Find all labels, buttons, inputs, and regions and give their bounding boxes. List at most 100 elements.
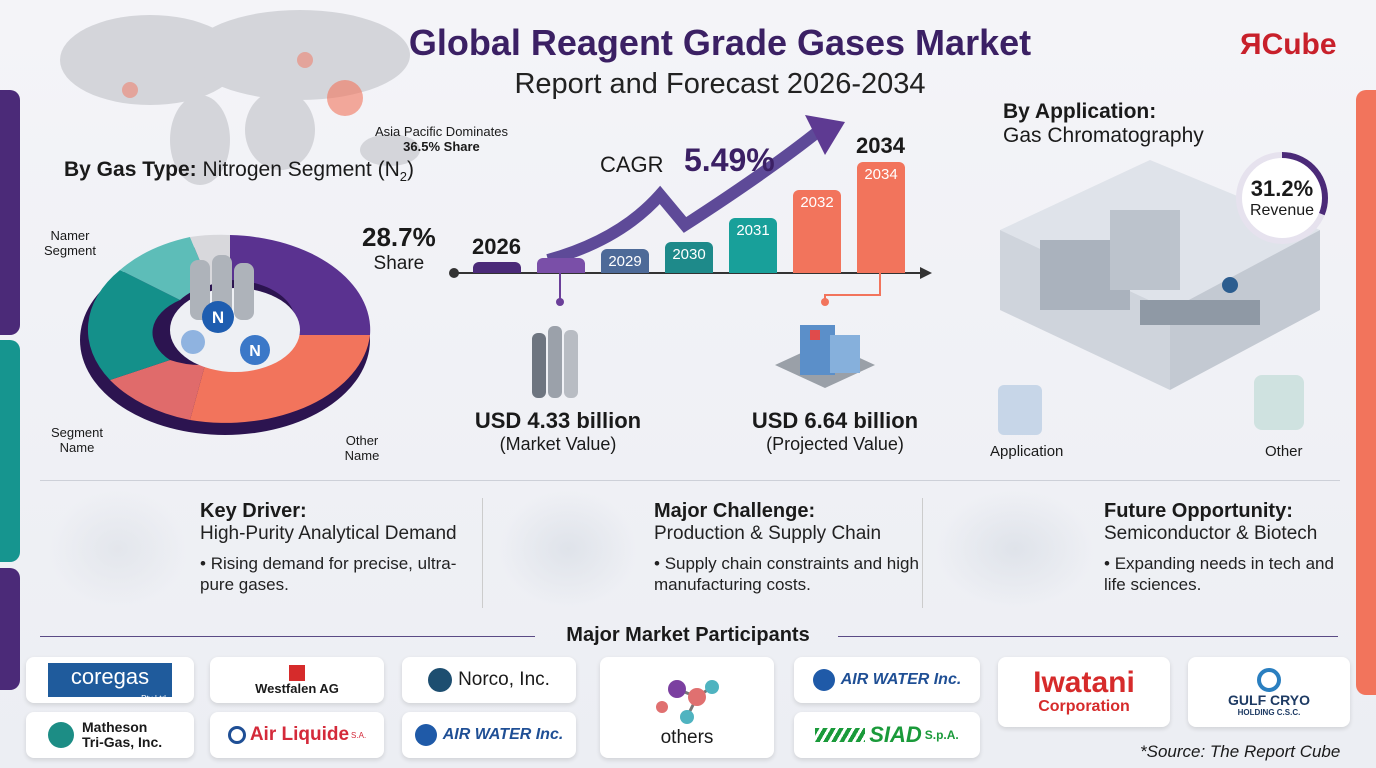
bar-2027: [537, 258, 585, 273]
company-suffix: Pty Ltd: [141, 694, 166, 703]
company-name: AIR WATER Inc.: [442, 726, 564, 743]
company-siad: SIAD S.p.A.: [794, 712, 980, 758]
end-year: 2034: [856, 133, 905, 158]
divider: [40, 480, 1340, 481]
insight-subtitle: Semiconductor & Biotech: [1104, 523, 1318, 544]
paren: ): [407, 158, 414, 181]
revenue-pct: 31.2%: [1250, 176, 1314, 201]
refinery-chain-icon: [498, 490, 638, 608]
start-value-block: USD 4.33 billion (Market Value): [458, 408, 658, 455]
insight-title: Major Challenge:: [654, 500, 816, 522]
bar-2026: [473, 262, 521, 273]
insight-title: Future Opportunity:: [1104, 500, 1293, 522]
donut-chart: N N: [80, 234, 371, 435]
insight-major-challenge: Major Challenge: Production & Supply Chai…: [654, 500, 919, 595]
start-year: 2026: [472, 234, 521, 259]
region-callout: Asia Pacific Dominates 36.5% Share: [375, 124, 508, 154]
bar-2030: 2030: [665, 242, 713, 273]
subscript: 2: [399, 169, 407, 185]
start-value: USD 4.33 billion: [474, 408, 642, 433]
insight-bullet: • Expanding needs in tech and life scien…: [1104, 554, 1334, 594]
company-name: coregas: [70, 664, 150, 689]
company-iwatani: Iwatani Corporation: [998, 657, 1170, 727]
company-air-water-2: AIR WATER Inc.: [794, 657, 980, 703]
air-water-logo-icon: [812, 669, 835, 691]
wafer-dna-icon: [935, 490, 1095, 608]
start-caption: (Market Value): [499, 434, 617, 454]
bar-2031: 2031: [729, 218, 777, 273]
insight-key-driver: Key Driver: High-Purity Analytical Demand…: [200, 500, 480, 595]
insight-bullet: • Rising demand for precise, ultra-pure …: [200, 554, 457, 594]
insight-bullet-text: Rising demand for precise, ultra-pure ga…: [200, 554, 457, 594]
insight-bullet: • Supply chain constraints and high manu…: [654, 554, 919, 594]
brand-logo: ЯCube: [1240, 28, 1337, 61]
company-gulf-cryo: GULF CRYO HOLDING C.S.C.: [1188, 657, 1350, 727]
company-name: Iwatani: [1033, 666, 1135, 699]
company-matheson: Matheson Tri-Gas, Inc.: [26, 712, 194, 758]
company-suffix: Corporation: [1038, 698, 1130, 715]
company-name: Norco, Inc.: [458, 669, 550, 690]
segment-other: [190, 335, 370, 423]
growth-arrow: [449, 115, 932, 306]
company-suffix: HOLDING C.S.C.: [1237, 707, 1301, 717]
label-other-name: Other Name: [344, 433, 380, 463]
gas-type-heading: By Gas Type: Nitrogen Segment (N2): [64, 158, 414, 184]
divider-right: [838, 636, 1338, 637]
insight-subtitle: Production & Supply Chain: [654, 523, 882, 544]
revenue-ring: [1236, 152, 1328, 244]
company-suffix: S.p.A.: [924, 728, 959, 742]
company-name: GULF CRYO: [1228, 691, 1310, 708]
gas-type-segment: Nitrogen Segment (N: [202, 158, 400, 181]
air-water-logo-icon: [414, 724, 437, 746]
company-air-liquide: Air Liquide S.A.: [210, 712, 384, 758]
bar-2034: 2034: [857, 162, 905, 273]
application-heading: By Application: Gas Chromatography: [1003, 100, 1204, 148]
region-share: 36.5% Share: [403, 139, 480, 154]
insight-bullet-text: Supply chain constraints and high manufa…: [654, 554, 919, 594]
world-map: [60, 10, 420, 185]
insight-bullet-text: Expanding needs in tech and life science…: [1104, 554, 1334, 594]
company-name: Westfalen AG: [255, 680, 339, 696]
share-label: Share: [373, 253, 425, 274]
norco-logo-icon: [428, 668, 453, 692]
microscope-icon: [48, 490, 188, 608]
cagr-value: 5.49%: [684, 142, 775, 178]
gulf-cryo-logo-icon: [1257, 667, 1281, 692]
end-value: USD 6.64 billion: [751, 408, 919, 433]
application-icon-label: Application: [990, 443, 1064, 460]
insight-future-opportunity: Future Opportunity: Semiconductor & Biote…: [1104, 500, 1344, 595]
other-icon-label: Other: [1265, 443, 1303, 460]
label-namer-segment: Namer Segment: [43, 228, 97, 258]
left-stripe-purple: [0, 90, 20, 335]
divider-left: [40, 636, 535, 637]
application-label: By Application:: [1003, 100, 1157, 123]
company-name: others: [660, 726, 714, 748]
company-norco: Norco, Inc.: [402, 657, 576, 703]
left-stripe-purple-2: [0, 568, 20, 690]
westfalen-logo-icon: [289, 664, 305, 681]
cagr-label: CAGR: [600, 152, 664, 177]
gas-cylinders-icon: [532, 326, 578, 398]
company-suffix: S.A.: [351, 730, 367, 740]
application-icon: [998, 385, 1042, 435]
column-divider: [922, 498, 923, 608]
siad-logo-icon: [815, 728, 866, 742]
revenue-label: Revenue: [1249, 202, 1315, 219]
insight-subtitle: High-Purity Analytical Demand: [200, 523, 457, 544]
gas-type-label: By Gas Type:: [64, 158, 197, 181]
revenue-callout: 31.2% Revenue: [1234, 176, 1330, 220]
molecule-icon: [656, 679, 719, 724]
region-label: Asia Pacific Dominates: [375, 124, 508, 139]
air-liquide-logo-icon: [227, 726, 246, 744]
left-stripe-teal: [0, 340, 20, 562]
company-name: SIAD: [869, 722, 922, 747]
page-subtitle: Report and Forecast 2026-2034: [514, 68, 926, 100]
source-note: *Source: The Report Cube: [1140, 742, 1341, 761]
company-westfalen: Westfalen AG: [210, 657, 384, 703]
segment-namer: [120, 237, 210, 300]
company-others: others: [600, 657, 774, 758]
share-value: 28.7%: [362, 222, 436, 252]
company-name: Matheson Tri-Gas, Inc.: [82, 719, 163, 750]
company-name: AIR WATER Inc.: [840, 671, 962, 688]
label-segment-name: Segment Name: [50, 425, 104, 455]
